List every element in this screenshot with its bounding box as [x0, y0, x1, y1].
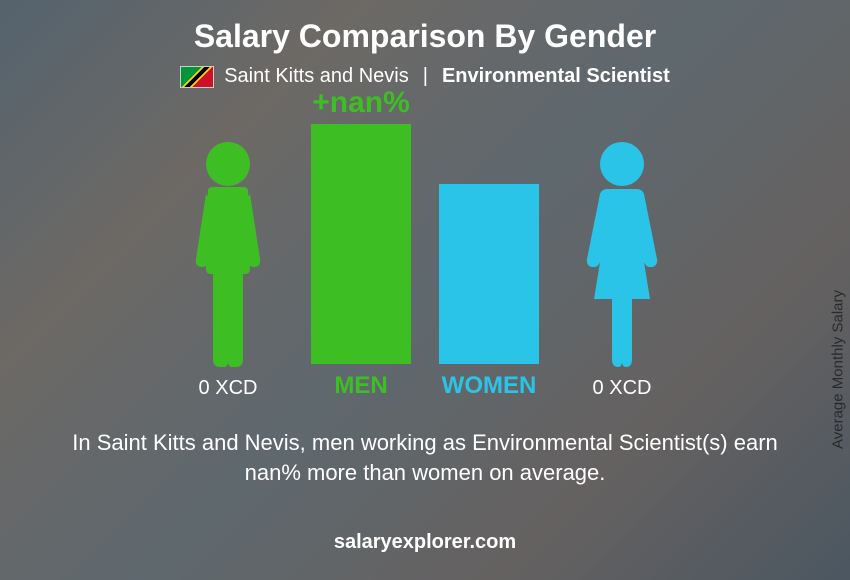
male-bar-column: +nan% MEN: [306, 124, 416, 400]
subtitle-separator: |: [423, 65, 428, 88]
description-text: In Saint Kitts and Nevis, men working as…: [65, 428, 785, 487]
y-axis-label: Average Monthly Salary: [830, 290, 847, 449]
male-gender-label: MEN: [334, 372, 387, 400]
male-icon: [178, 139, 278, 369]
country-flag-icon: [180, 66, 214, 88]
male-bar: [311, 124, 411, 364]
infographic-container: Salary Comparison By Gender Saint Kitts …: [0, 0, 850, 580]
country-name: Saint Kitts and Nevis: [224, 65, 409, 88]
female-column: 0 XCD: [562, 139, 682, 400]
female-bar: [439, 184, 539, 364]
percentage-label: +nan%: [306, 86, 416, 120]
female-bar-column: WOMEN: [434, 184, 544, 400]
chart-area: 0 XCD +nan% MEN WOMEN 0 XCD: [168, 110, 682, 400]
female-icon: [572, 139, 672, 369]
footer-source: salaryexplorer.com: [334, 531, 516, 560]
job-title: Environmental Scientist: [442, 65, 670, 88]
male-salary-value: 0 XCD: [199, 377, 258, 400]
subtitle-row: Saint Kitts and Nevis | Environmental Sc…: [180, 65, 670, 88]
male-column: 0 XCD: [168, 139, 288, 400]
female-gender-label: WOMEN: [442, 372, 537, 400]
female-salary-value: 0 XCD: [593, 377, 652, 400]
main-title: Salary Comparison By Gender: [194, 18, 656, 55]
